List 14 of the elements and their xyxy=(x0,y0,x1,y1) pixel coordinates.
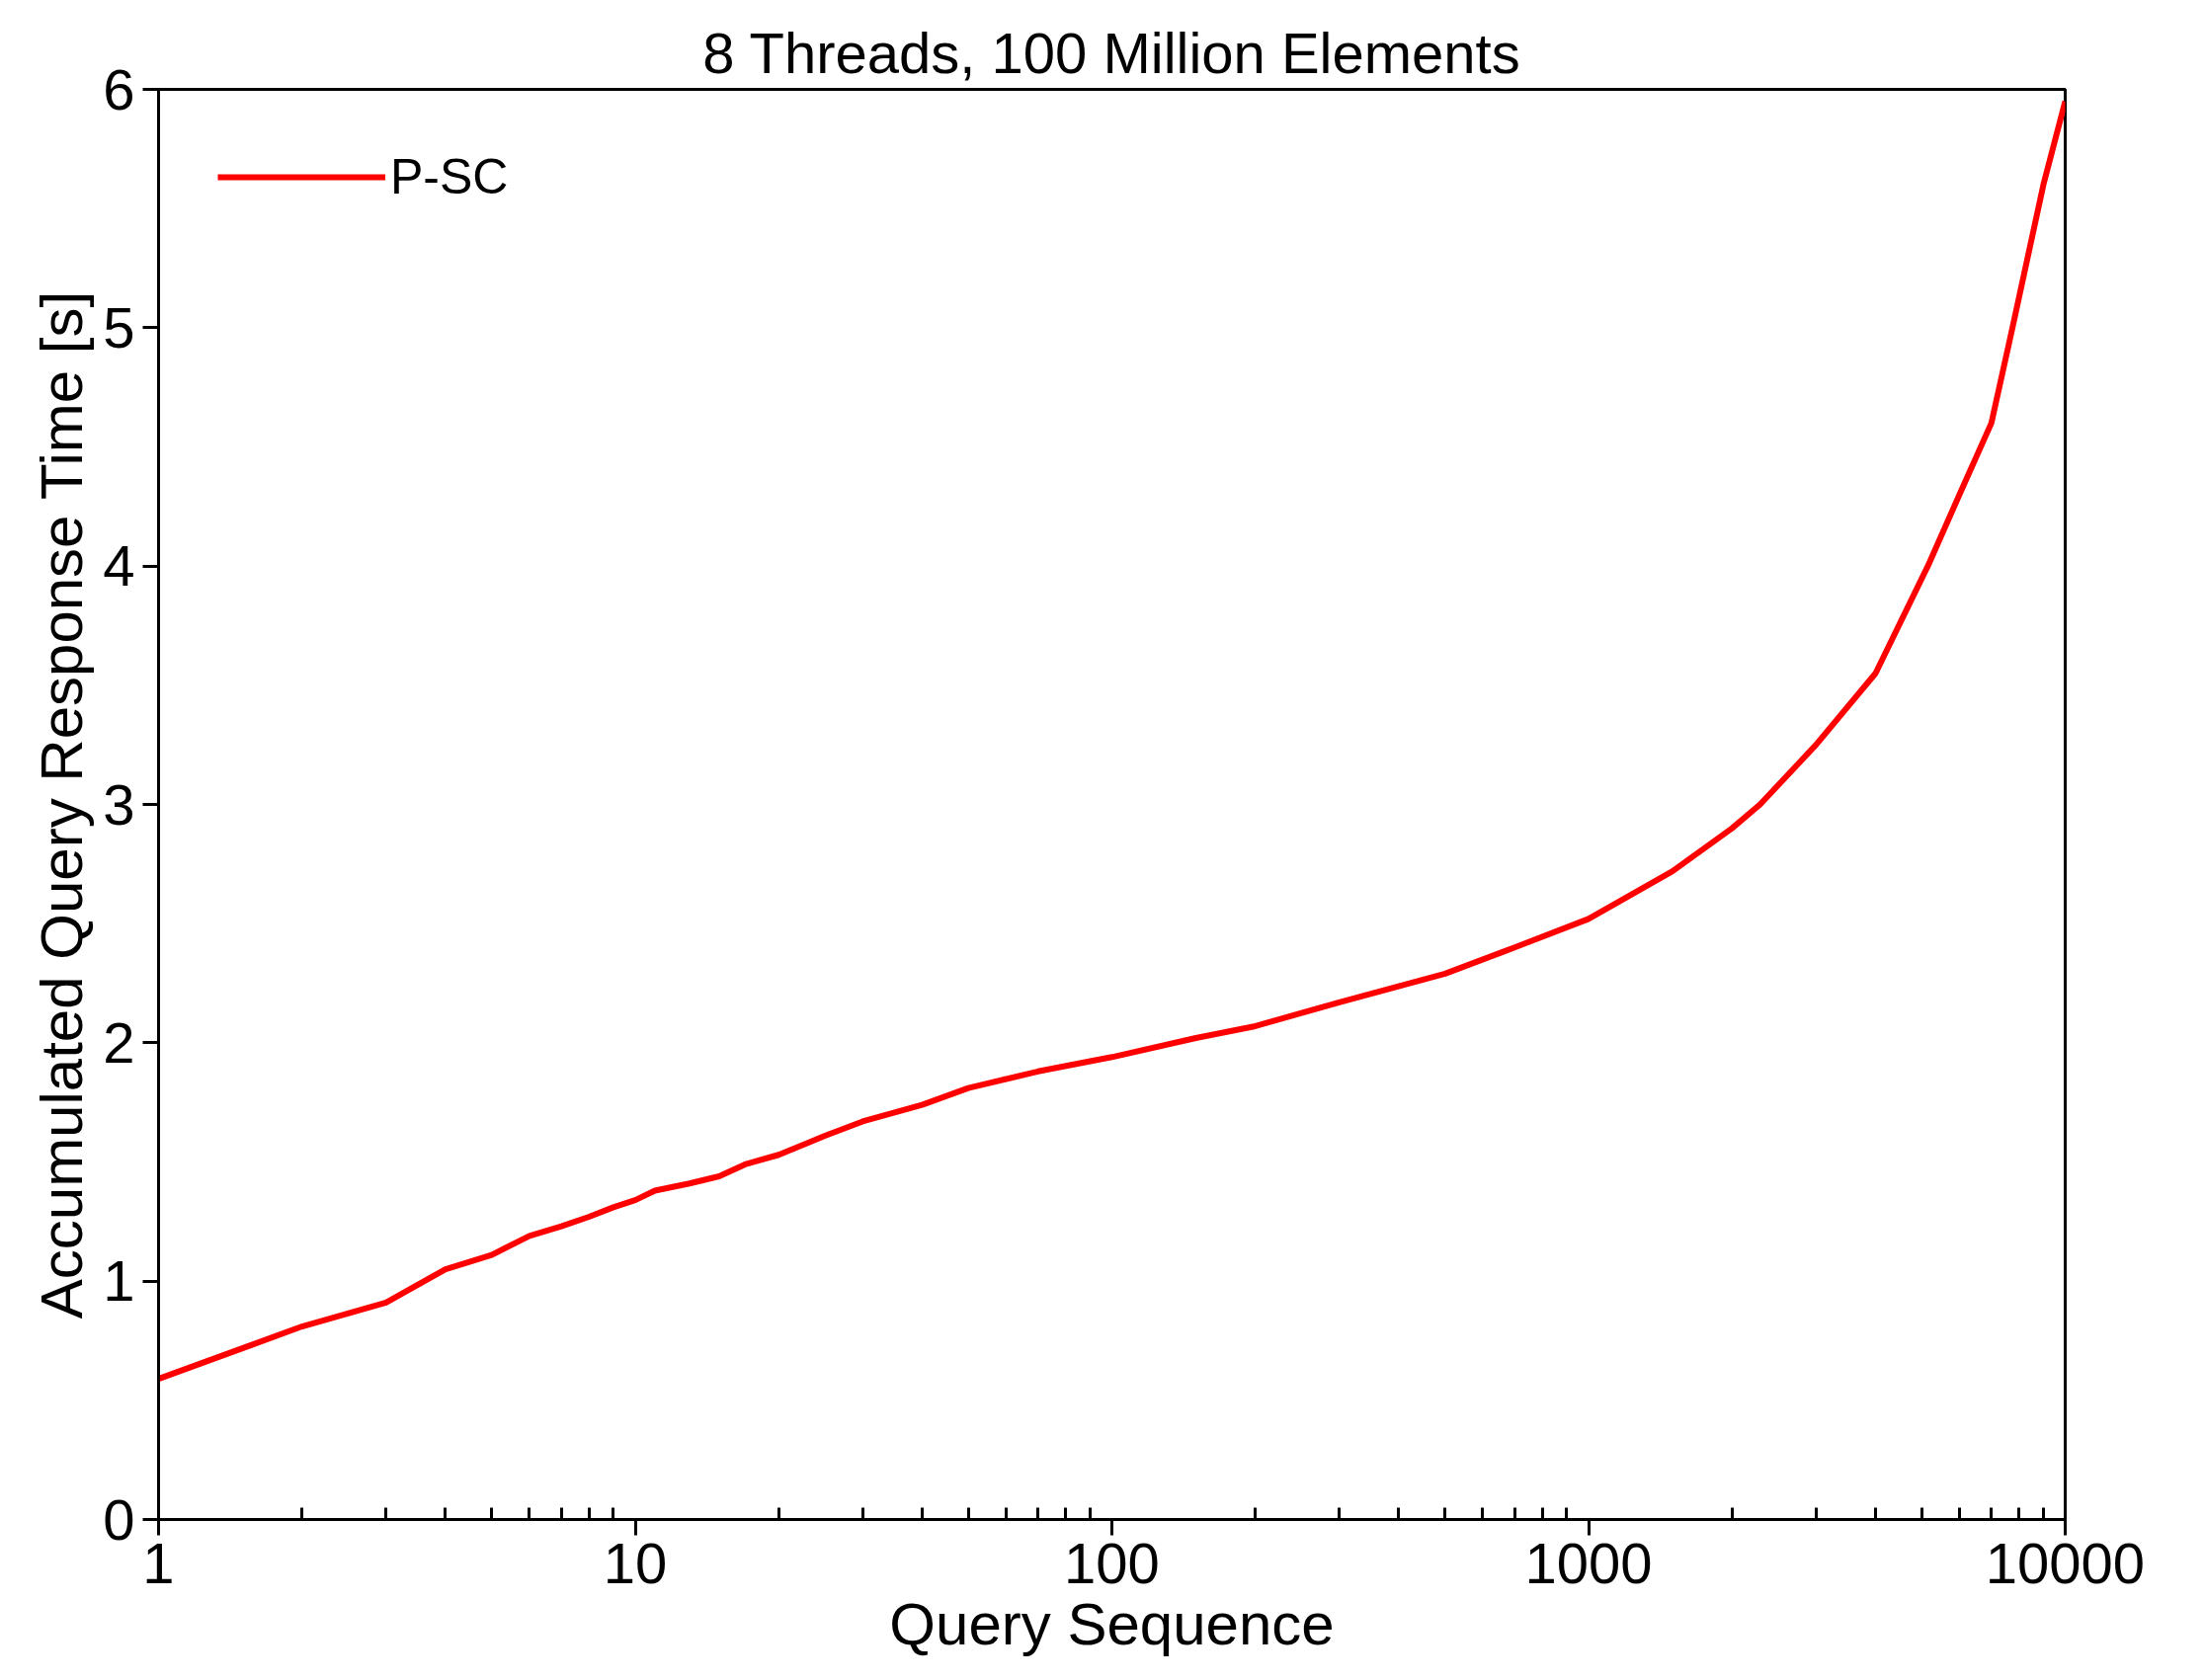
y-tick-label: 0 xyxy=(103,1486,135,1552)
y-tick-label: 2 xyxy=(103,1009,135,1075)
x-tick-label: 1000 xyxy=(1524,1530,1653,1595)
y-tick-label: 1 xyxy=(103,1248,135,1314)
y-axis-title: Accumulated Query Response Time [s] xyxy=(29,290,96,1320)
x-tick-label: 10000 xyxy=(1985,1530,2146,1595)
y-tick-label: 3 xyxy=(103,771,135,837)
y-tick-label: 5 xyxy=(103,294,135,360)
chart-title: 8 Threads, 100 Million Elements xyxy=(702,20,1520,85)
x-tick-label: 10 xyxy=(603,1530,668,1595)
y-tick-label: 6 xyxy=(103,56,135,121)
legend-label: P-SC xyxy=(390,148,509,205)
x-tick-label: 1 xyxy=(142,1530,175,1595)
y-tick-label: 4 xyxy=(103,533,135,599)
